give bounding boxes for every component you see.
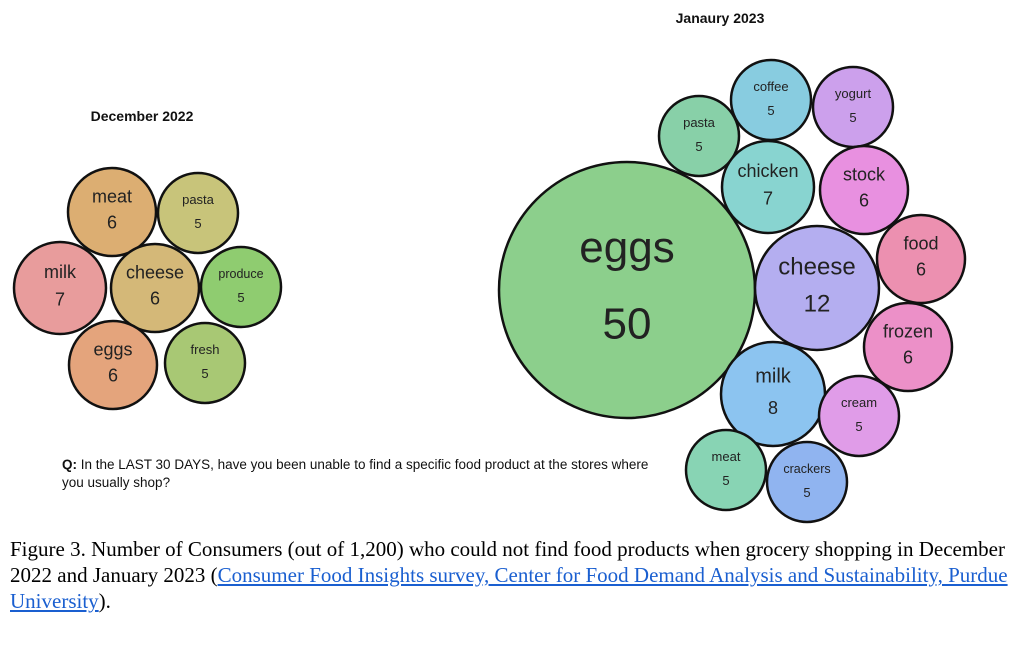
bubble-value: 8 bbox=[768, 398, 778, 418]
bubble-eggs: eggs 50 bbox=[497, 160, 757, 420]
bubble-label: meat bbox=[92, 186, 132, 206]
bubble-circle bbox=[657, 94, 741, 178]
bubble-circle bbox=[199, 245, 283, 329]
bubble-value: 6 bbox=[108, 366, 118, 386]
bubble-label: coffee bbox=[753, 79, 788, 94]
bubble-chicken: chicken 7 bbox=[720, 139, 816, 235]
bubble-label: cream bbox=[841, 395, 877, 410]
bubble-circle bbox=[684, 428, 768, 512]
bubble-circle bbox=[497, 160, 757, 420]
bubble-circle bbox=[729, 58, 813, 142]
bubble-circle bbox=[875, 213, 967, 305]
bubble-meat: meat 5 bbox=[684, 428, 768, 512]
bubble-value: 7 bbox=[763, 188, 773, 208]
bubble-label: meat bbox=[712, 449, 741, 464]
bubble-charts: December 2022 Janaury 2023 meat 6 pasta 5 mi… bbox=[12, 10, 967, 524]
dec-chart-title: December 2022 bbox=[91, 108, 194, 124]
bubble-value: 5 bbox=[695, 139, 702, 154]
bubble-pasta: pasta 5 bbox=[657, 94, 741, 178]
survey-question: Q: In the LAST 30 DAYS, have you been un… bbox=[62, 456, 662, 492]
bubble-label: milk bbox=[44, 262, 77, 282]
bubble-circle bbox=[720, 139, 816, 235]
bubble-value: 6 bbox=[916, 260, 926, 280]
bubble-fresh: fresh 5 bbox=[163, 321, 247, 405]
bubble-value: 5 bbox=[237, 290, 244, 305]
bubble-label: pasta bbox=[683, 115, 716, 130]
bubble-value: 6 bbox=[150, 289, 160, 309]
bubble-value: 5 bbox=[201, 366, 208, 381]
bubble-value: 5 bbox=[767, 103, 774, 118]
source-link[interactable]: Consumer Food Insights survey, Center fo… bbox=[10, 563, 1008, 613]
bubble-frozen: frozen 6 bbox=[862, 301, 954, 393]
bubble-circle bbox=[862, 301, 954, 393]
bubble-cheese: cheese 12 bbox=[753, 224, 881, 352]
bubble-circle bbox=[818, 144, 910, 236]
bubble-yogurt: yogurt 5 bbox=[811, 65, 895, 149]
bubble-pasta: pasta 5 bbox=[156, 171, 240, 255]
bubble-value: 6 bbox=[859, 191, 869, 211]
caption-end: ). bbox=[98, 589, 111, 613]
bubble-value: 5 bbox=[855, 419, 862, 434]
bubble-label: food bbox=[903, 233, 938, 253]
bubble-circle bbox=[163, 321, 247, 405]
bubble-circle bbox=[156, 171, 240, 255]
bubble-value: 7 bbox=[55, 289, 65, 309]
bubble-value: 6 bbox=[903, 348, 913, 368]
bubble-coffee: coffee 5 bbox=[729, 58, 813, 142]
bubble-eggs: eggs 6 bbox=[67, 319, 159, 411]
bubble-label: eggs bbox=[93, 339, 132, 359]
question-text: In the LAST 30 DAYS, have you been unabl… bbox=[62, 457, 649, 490]
question-prefix: Q: bbox=[62, 457, 77, 472]
bubble-value: 50 bbox=[603, 300, 652, 349]
bubble-cream: cream 5 bbox=[817, 374, 901, 458]
bubble-circle bbox=[66, 166, 158, 258]
bubble-label: crackers bbox=[783, 462, 830, 476]
bubble-value: 5 bbox=[194, 216, 201, 231]
bubble-circle bbox=[67, 319, 159, 411]
jan-chart-title: Janaury 2023 bbox=[676, 10, 765, 26]
bubble-label: pasta bbox=[182, 192, 215, 207]
caption-text: Figure 3. Number of Consumers (out of 1,… bbox=[10, 537, 1005, 587]
bubble-value: 5 bbox=[849, 110, 856, 125]
bubble-circle bbox=[109, 242, 201, 334]
bubble-food: food 6 bbox=[875, 213, 967, 305]
bubble-cheese: cheese 6 bbox=[109, 242, 201, 334]
bubble-value: 5 bbox=[803, 485, 810, 500]
bubble-value: 5 bbox=[722, 473, 729, 488]
bubble-label: eggs bbox=[579, 223, 674, 272]
bubble-produce: produce 5 bbox=[199, 245, 283, 329]
figure-caption: Figure 3. Number of Consumers (out of 1,… bbox=[10, 536, 1010, 614]
bubble-milk: milk 7 bbox=[12, 240, 108, 336]
bubble-label: chicken bbox=[737, 161, 798, 181]
bubble-label: cheese bbox=[126, 262, 184, 282]
bubble-circle bbox=[817, 374, 901, 458]
bubble-label: produce bbox=[218, 267, 263, 281]
bubble-label: yogurt bbox=[835, 86, 872, 101]
bubble-crackers: crackers 5 bbox=[765, 440, 849, 524]
bubble-label: cheese bbox=[778, 253, 855, 280]
bubble-label: frozen bbox=[883, 321, 933, 341]
bubble-label: fresh bbox=[191, 342, 220, 357]
bubble-circle bbox=[753, 224, 881, 352]
bubble-value: 12 bbox=[804, 291, 831, 318]
bubble-meat: meat 6 bbox=[66, 166, 158, 258]
bubble-label: stock bbox=[843, 164, 886, 184]
bubble-milk: milk 8 bbox=[719, 340, 827, 448]
bubble-stock: stock 6 bbox=[818, 144, 910, 236]
bubble-label: milk bbox=[755, 366, 792, 388]
bubble-circle bbox=[811, 65, 895, 149]
bubble-circle bbox=[12, 240, 108, 336]
bubble-value: 6 bbox=[107, 213, 117, 233]
bubble-circle bbox=[765, 440, 849, 524]
